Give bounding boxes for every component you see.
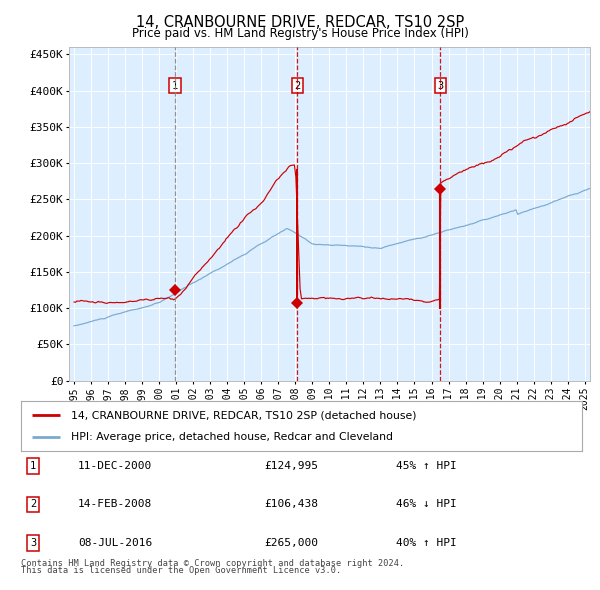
Text: £265,000: £265,000: [264, 538, 318, 548]
Text: 45% ↑ HPI: 45% ↑ HPI: [396, 461, 457, 471]
Text: Contains HM Land Registry data © Crown copyright and database right 2024.: Contains HM Land Registry data © Crown c…: [21, 559, 404, 568]
Text: 1: 1: [30, 461, 36, 471]
Text: 08-JUL-2016: 08-JUL-2016: [78, 538, 152, 548]
Text: 11-DEC-2000: 11-DEC-2000: [78, 461, 152, 471]
Text: 3: 3: [30, 538, 36, 548]
Text: 46% ↓ HPI: 46% ↓ HPI: [396, 500, 457, 509]
Text: 2: 2: [294, 81, 301, 90]
Text: 40% ↑ HPI: 40% ↑ HPI: [396, 538, 457, 548]
Text: 2: 2: [30, 500, 36, 509]
Text: 3: 3: [437, 81, 443, 90]
Text: 14, CRANBOURNE DRIVE, REDCAR, TS10 2SP: 14, CRANBOURNE DRIVE, REDCAR, TS10 2SP: [136, 15, 464, 30]
Text: 14-FEB-2008: 14-FEB-2008: [78, 500, 152, 509]
Text: Price paid vs. HM Land Registry's House Price Index (HPI): Price paid vs. HM Land Registry's House …: [131, 27, 469, 40]
Text: £124,995: £124,995: [264, 461, 318, 471]
Text: 1: 1: [172, 81, 178, 90]
Text: 14, CRANBOURNE DRIVE, REDCAR, TS10 2SP (detached house): 14, CRANBOURNE DRIVE, REDCAR, TS10 2SP (…: [71, 410, 417, 420]
Text: This data is licensed under the Open Government Licence v3.0.: This data is licensed under the Open Gov…: [21, 566, 341, 575]
Text: HPI: Average price, detached house, Redcar and Cleveland: HPI: Average price, detached house, Redc…: [71, 432, 394, 442]
Text: £106,438: £106,438: [264, 500, 318, 509]
